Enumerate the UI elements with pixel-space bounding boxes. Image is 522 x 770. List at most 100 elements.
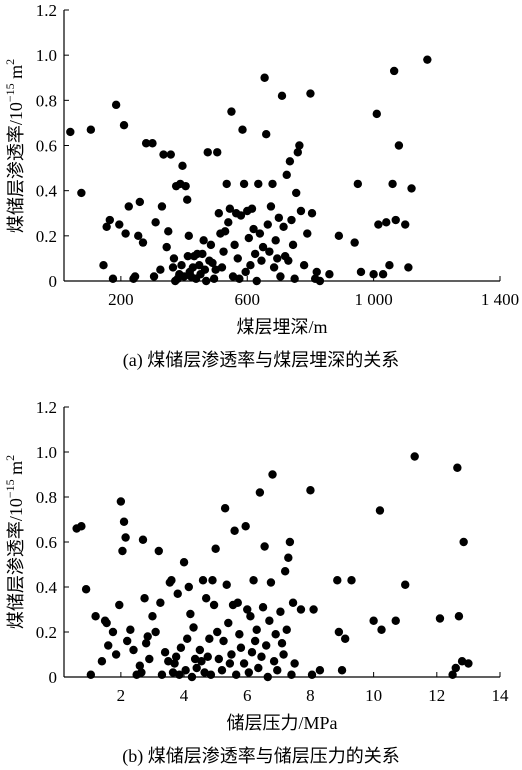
- data-point: [183, 195, 192, 204]
- data-point: [157, 670, 167, 679]
- data-point: [168, 263, 178, 272]
- data-point: [111, 650, 121, 659]
- data-point: [254, 179, 263, 189]
- data-point: [315, 666, 325, 675]
- data-point: [138, 535, 148, 544]
- data-point: [247, 204, 257, 213]
- data-point: [284, 256, 293, 265]
- data-point: [86, 670, 96, 679]
- data-point: [244, 668, 254, 677]
- data-point: [141, 639, 151, 648]
- data-point: [279, 222, 288, 231]
- data-point: [203, 652, 212, 661]
- data-point: [118, 546, 127, 556]
- data-point: [195, 645, 205, 655]
- data-point: [166, 150, 175, 159]
- data-point: [176, 643, 186, 652]
- data-point: [451, 663, 460, 673]
- data-point: [219, 247, 228, 256]
- data-point: [135, 661, 145, 670]
- x-tick-label: 2: [117, 686, 126, 705]
- y-axis-label-exponent: −15: [3, 83, 17, 102]
- data-point: [138, 238, 148, 247]
- data-point: [140, 594, 149, 603]
- data-point: [258, 603, 268, 612]
- data-point: [307, 670, 317, 679]
- data-point: [214, 209, 224, 218]
- data-point: [389, 66, 399, 76]
- figure-caption: (a) 煤储层渗透率与煤层埋深的关系: [123, 350, 399, 371]
- data-point: [293, 148, 302, 157]
- data-point: [448, 670, 457, 679]
- y-tick-label: 1.2: [36, 1, 57, 20]
- data-point: [213, 627, 222, 637]
- data-point: [148, 612, 157, 621]
- data-point: [271, 236, 280, 245]
- data-point: [423, 55, 432, 64]
- data-point: [230, 240, 239, 250]
- data-point: [378, 270, 388, 279]
- data-point: [287, 215, 296, 225]
- data-point: [175, 670, 184, 679]
- y-axis-label-text: 煤储层渗透率/10: [6, 102, 26, 233]
- data-point: [369, 270, 378, 279]
- data-point: [269, 657, 279, 666]
- data-point: [282, 170, 291, 180]
- data-point: [246, 612, 255, 621]
- data-point: [249, 224, 258, 234]
- data-point: [303, 229, 312, 238]
- data-point: [391, 215, 400, 225]
- data-point: [181, 181, 190, 191]
- data-point: [198, 249, 207, 259]
- data-point: [287, 670, 296, 679]
- data-point: [179, 558, 189, 567]
- y-tick-label: 1.0: [36, 443, 57, 462]
- data-point: [156, 598, 165, 607]
- data-point: [222, 580, 231, 589]
- data-point: [188, 263, 198, 272]
- data-point: [102, 222, 111, 231]
- data-point: [214, 654, 224, 664]
- data-point: [230, 526, 239, 535]
- data-point: [108, 274, 118, 283]
- data-point: [276, 607, 285, 616]
- data-point: [457, 657, 467, 666]
- data-point: [454, 612, 464, 621]
- data-point: [372, 109, 381, 119]
- data-point: [151, 627, 160, 637]
- data-point: [276, 272, 285, 281]
- data-point: [285, 157, 295, 166]
- data-point: [181, 666, 190, 675]
- data-point: [239, 659, 249, 668]
- data-point: [277, 639, 287, 648]
- y-tick-label: 0.6: [36, 137, 57, 156]
- data-point: [263, 672, 272, 682]
- data-point: [115, 220, 124, 229]
- data-point: [121, 229, 130, 238]
- data-point: [271, 630, 280, 639]
- data-point: [179, 272, 189, 281]
- data-point: [394, 141, 404, 150]
- y-tick-label: 0: [49, 272, 58, 291]
- data-point: [121, 533, 130, 542]
- data-point: [252, 625, 261, 634]
- data-point: [246, 260, 255, 270]
- data-point: [81, 585, 91, 594]
- data-point: [288, 240, 298, 250]
- data-point: [228, 272, 238, 281]
- data-point: [231, 670, 241, 679]
- data-point: [299, 260, 309, 270]
- data-point: [209, 274, 219, 283]
- data-point: [435, 614, 445, 623]
- data-point: [263, 220, 272, 229]
- y-tick-label: 0.6: [36, 533, 57, 552]
- data-point: [260, 542, 269, 551]
- x-tick-label: 12: [428, 686, 445, 705]
- data-point: [265, 616, 274, 625]
- x-axis-label: 储层压力/MPa: [226, 713, 337, 733]
- data-point: [235, 274, 244, 283]
- data-point: [374, 220, 383, 229]
- data-point: [225, 204, 235, 213]
- data-point: [143, 632, 152, 641]
- data-point: [464, 659, 473, 668]
